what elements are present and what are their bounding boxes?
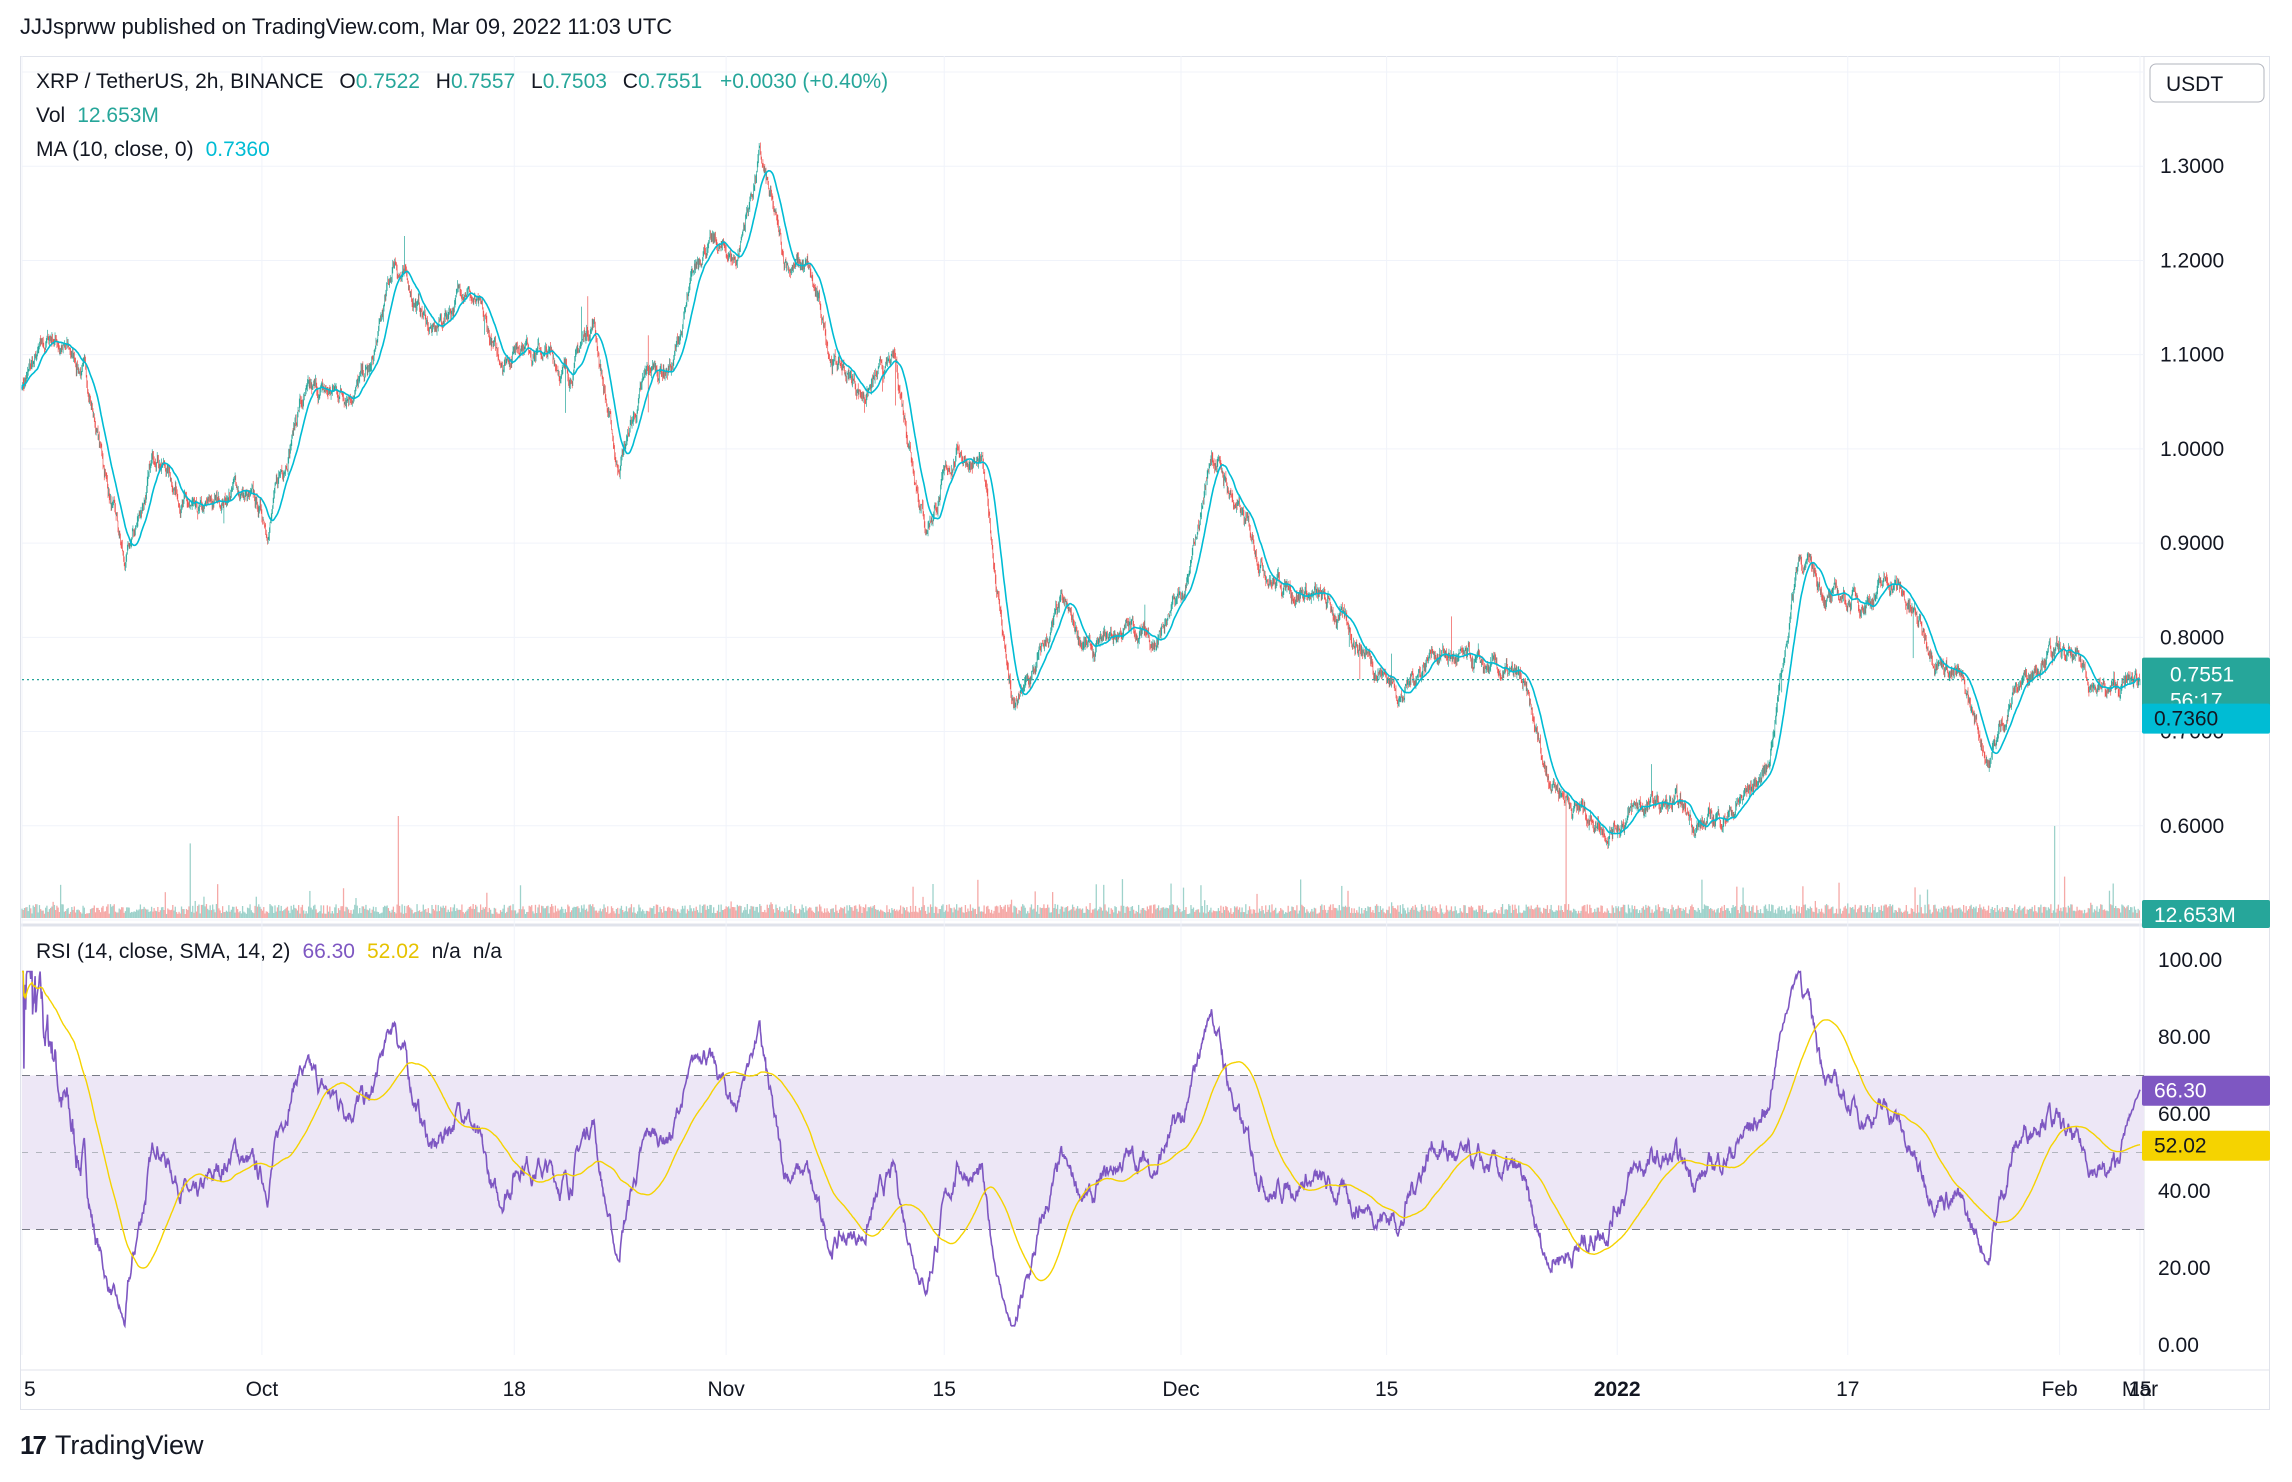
time-tick-label: 15 <box>1375 1378 1398 1401</box>
time-tick-label: 15 <box>2128 1378 2151 1401</box>
chart-frame <box>20 56 2270 1410</box>
price-tick-label: 0.8000 <box>2160 626 2224 649</box>
publisher-header: JJJsprww published on TradingView.com, M… <box>20 14 673 39</box>
time-tick-label: 17 <box>1836 1378 1859 1401</box>
time-tick-label: Oct <box>246 1378 279 1401</box>
price-tick-label: 1.2000 <box>2160 249 2224 272</box>
candles-group <box>21 142 2141 849</box>
time-tick-label: Dec <box>1162 1378 1199 1401</box>
time-tick-label: 18 <box>503 1378 526 1401</box>
price-tick-label: 1.3000 <box>2160 155 2224 178</box>
price-tick-label: 0.9000 <box>2160 532 2224 555</box>
volume-group <box>21 797 2141 918</box>
price-tick-label: 1.1000 <box>2160 344 2224 367</box>
time-tick-label: Mar <box>2122 1378 2158 1401</box>
price-tick-label: 1.0000 <box>2160 438 2224 461</box>
time-tick-label: Nov <box>707 1378 745 1401</box>
time-tick-label: 5 <box>24 1378 36 1401</box>
price-tick-label: 0.6000 <box>2160 815 2224 838</box>
time-tick-label: 15 <box>933 1378 956 1401</box>
time-tick-label: 2022 <box>1594 1378 1641 1401</box>
time-tick-label: Feb <box>2042 1378 2078 1401</box>
